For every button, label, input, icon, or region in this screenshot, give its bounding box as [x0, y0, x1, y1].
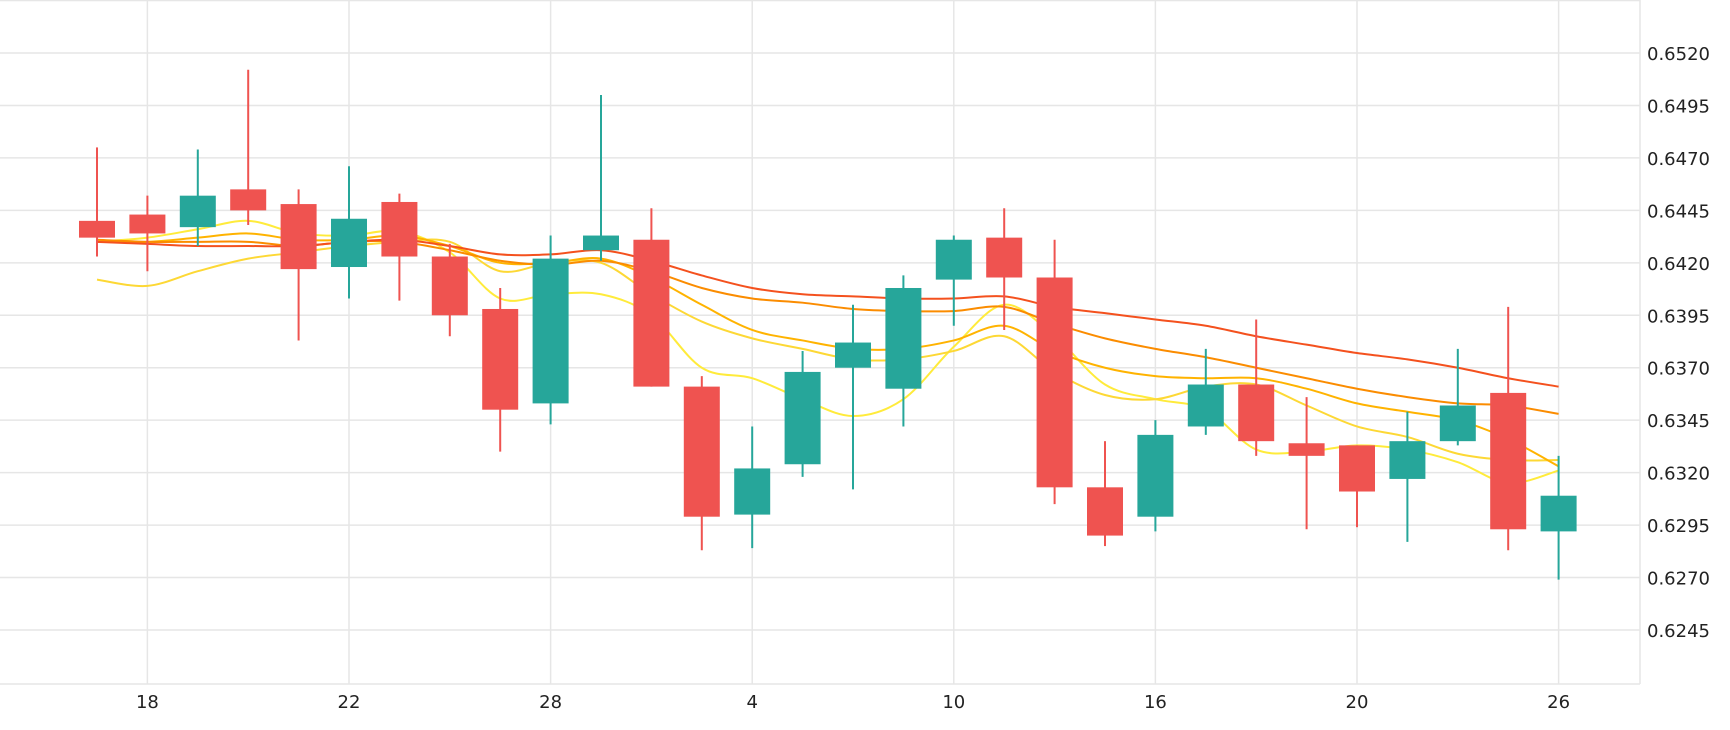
candle-body — [784, 371, 821, 465]
candle-body — [230, 189, 267, 211]
candle-body — [986, 237, 1023, 278]
x-tick-label: 22 — [338, 692, 361, 713]
candle-body — [1439, 405, 1476, 442]
candle-up — [1439, 348, 1476, 446]
candle-up — [734, 426, 771, 549]
candle-body — [1036, 277, 1073, 488]
candle-body — [482, 308, 519, 410]
candle-up — [835, 304, 871, 490]
y-tick-label: 0.6420 — [1647, 254, 1710, 275]
y-tick-label: 0.6245 — [1647, 621, 1710, 642]
candle-body — [683, 386, 720, 517]
candle-body — [79, 220, 115, 238]
candle-body — [381, 201, 418, 257]
candle-down — [129, 195, 166, 272]
candle-body — [1389, 441, 1426, 479]
candle-body — [331, 218, 367, 268]
x-tick-label: 4 — [746, 692, 757, 713]
candle-body — [129, 214, 166, 234]
grid — [0, 0, 1641, 685]
candle-body — [1490, 392, 1527, 530]
candle-up — [532, 235, 569, 425]
candle-body — [1137, 434, 1174, 517]
y-tick-label: 0.6270 — [1647, 569, 1710, 590]
y-tick-label: 0.6320 — [1647, 464, 1710, 485]
candle-body — [885, 287, 922, 389]
candle-body — [734, 468, 771, 515]
x-tick-label: 20 — [1346, 692, 1369, 713]
x-tick-label: 18 — [136, 692, 159, 713]
candle-up — [331, 166, 367, 299]
candles — [79, 69, 1577, 580]
candle-down — [1036, 239, 1073, 505]
x-axis-labels: 18 22 28 4 10 16 20 26 — [136, 692, 1570, 713]
candle-up — [1389, 411, 1426, 542]
candle-down — [482, 287, 519, 452]
candle-body — [633, 239, 670, 387]
candle-up — [1187, 348, 1224, 435]
candle-up — [583, 94, 619, 261]
candle-up — [935, 235, 972, 326]
candle-up — [179, 149, 216, 247]
candle-down — [1288, 397, 1325, 530]
candle-body — [431, 256, 468, 316]
candle-down — [280, 189, 317, 341]
candle-body — [532, 258, 569, 404]
y-tick-label: 0.6445 — [1647, 201, 1710, 222]
candle-down — [1238, 319, 1275, 456]
candle-body — [1187, 384, 1224, 427]
candle-body — [1238, 384, 1275, 442]
y-tick-label: 0.6520 — [1647, 44, 1710, 65]
y-axis-labels: 0.6520 0.6495 0.6470 0.6445 0.6420 0.6395 0.63… — [1647, 44, 1710, 642]
candle-down — [1339, 445, 1375, 528]
y-tick-label: 0.6345 — [1647, 411, 1710, 432]
y-tick-label: 0.6495 — [1647, 96, 1710, 117]
candle-body — [1540, 495, 1577, 532]
candle-body — [583, 235, 619, 251]
x-tick-label: 26 — [1547, 692, 1570, 713]
candle-body — [835, 342, 871, 368]
candle-down — [1087, 441, 1123, 547]
candle-down — [381, 193, 418, 301]
candle-down — [230, 69, 267, 226]
y-tick-label: 0.6295 — [1647, 516, 1710, 537]
candle-body — [1288, 443, 1325, 456]
candle-body — [935, 239, 972, 280]
y-tick-label: 0.6370 — [1647, 359, 1710, 380]
y-tick-label: 0.6470 — [1647, 149, 1710, 170]
candle-down — [1490, 306, 1527, 551]
x-tick-label: 10 — [942, 692, 965, 713]
candle-up — [1540, 455, 1577, 580]
x-tick-label: 28 — [539, 692, 562, 713]
x-tick-label: 16 — [1144, 692, 1167, 713]
candle-body — [1339, 445, 1375, 492]
candle-down — [683, 376, 720, 551]
candle-up — [885, 275, 922, 427]
candle-body — [280, 204, 317, 270]
candle-down — [633, 208, 670, 387]
candle-down — [431, 243, 468, 337]
candle-up — [784, 350, 821, 477]
candle-body — [179, 195, 216, 228]
candle-down — [79, 147, 115, 257]
candle-down — [986, 208, 1023, 330]
y-tick-label: 0.6395 — [1647, 306, 1710, 327]
candle-body — [1087, 487, 1123, 536]
candle-up — [1137, 420, 1174, 532]
